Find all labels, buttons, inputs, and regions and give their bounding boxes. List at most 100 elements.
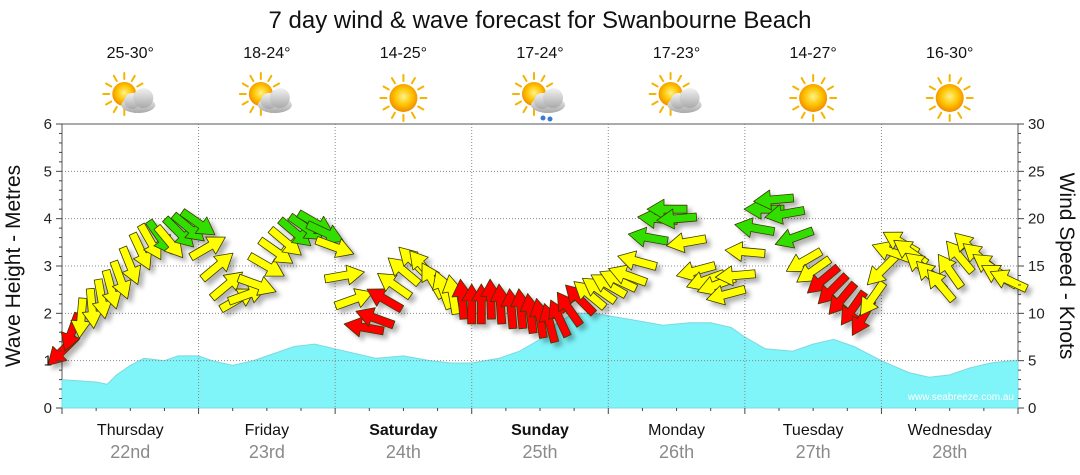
wind-arrow [136, 222, 162, 261]
sunny-icon [789, 74, 838, 122]
wind-arrow [128, 231, 152, 271]
temperature-label: 18-24° [243, 45, 290, 62]
wind-arrow [480, 278, 502, 320]
day-date-label: 22nd [110, 442, 150, 462]
wind-arrow [188, 236, 226, 261]
wind-arrow [705, 284, 747, 306]
wind-arrow [179, 208, 216, 236]
wind-arrow [343, 316, 385, 338]
wind-arrow [323, 264, 365, 286]
wind-arrow [314, 236, 355, 258]
right-tick-label: 30 [1028, 116, 1045, 133]
watermark: www.seabreeze.com.au [907, 392, 1014, 403]
sunny-icon [925, 74, 974, 122]
day-name-label: Friday [245, 422, 289, 439]
wind-arrow [764, 204, 806, 225]
wind-arrow [247, 252, 285, 277]
showers-icon [512, 72, 565, 122]
day-name-label: Thursday [97, 422, 164, 439]
wind-arrow [277, 216, 312, 247]
temperature-label: 25-30° [107, 45, 154, 62]
wind-arrow [840, 289, 868, 326]
wind-arrow [734, 217, 776, 238]
right-tick-label: 0 [1028, 400, 1036, 417]
wind-arrow [489, 283, 511, 325]
right-tick-label: 20 [1028, 211, 1045, 228]
day-date-label: 23rd [249, 442, 285, 462]
wind-arrow [666, 232, 707, 254]
left-tick-label: 1 [44, 353, 52, 370]
day-date-label: 26th [659, 442, 694, 462]
day-name-label: Tuesday [783, 422, 844, 439]
wind-arrow [556, 291, 584, 328]
plot-area: www.seabreeze.com.au [47, 123, 1029, 409]
wind-arrow [714, 265, 756, 287]
wind-arrow [608, 264, 648, 287]
wind-arrow [355, 307, 396, 330]
wind-arrow [828, 280, 859, 315]
wind-arrow [753, 189, 795, 211]
wind-arrow [946, 240, 976, 275]
left-tick-label: 3 [44, 258, 52, 275]
wind-arrow [866, 253, 899, 286]
wind-arrow [617, 250, 658, 271]
chart-title: 7 day wind & wave forecast for Swanbourn… [269, 7, 812, 34]
left-axis: 0 1 2 3 4 5 6 [44, 116, 62, 417]
wind-arrow [656, 208, 698, 230]
wind-arrow [118, 245, 142, 285]
wind-arrow [81, 287, 103, 329]
wind-arrow [101, 268, 123, 310]
wind-arrow [926, 269, 957, 304]
left-tick-label: 0 [44, 400, 52, 417]
wind-arrow [199, 252, 234, 283]
wind-arrow [91, 278, 113, 320]
day-date-label: 25th [522, 442, 557, 462]
wind-arrow [646, 198, 688, 220]
wind-arrow [387, 257, 422, 288]
wind-layer [47, 189, 1029, 366]
right-tick-label: 10 [1028, 305, 1045, 322]
x-axis: Thursday 22nd Friday 23rd Saturday 24th Sunday… [61, 408, 1019, 462]
wind-arrow [366, 288, 405, 313]
day-name-label: Sunday [511, 422, 569, 439]
wind-arrow [937, 253, 965, 290]
wind-arrow [236, 273, 277, 296]
day-date-label: 28th [932, 442, 967, 462]
left-tick-label: 5 [44, 163, 52, 180]
left-tick-label: 2 [44, 305, 52, 322]
wind-arrow [109, 259, 132, 300]
day-name-label: Saturday [369, 422, 438, 439]
left-axis-title: Wave Height - Metres [2, 165, 25, 367]
temperature-label: 17-24° [516, 45, 563, 62]
wind-arrow [817, 272, 850, 305]
weather-row: 25-30° 18-24° 14-25° 17-24° 17-23° 14-27° 16-3… [102, 45, 974, 122]
day-name-label: Monday [648, 422, 705, 439]
wind-arrow [590, 274, 629, 299]
day-date-label: 24th [386, 442, 421, 462]
right-axis: 0 5 10 15 20 25 30 [1018, 116, 1045, 417]
partly-cloudy-icon [102, 72, 156, 116]
wind-arrow [162, 215, 195, 248]
temperature-label: 16-30° [926, 45, 973, 62]
sunny-icon [379, 74, 428, 122]
day-name-label: Wednesday [908, 422, 992, 439]
right-tick-label: 5 [1028, 353, 1036, 370]
wind-arrow [860, 280, 888, 316]
wind-arrow [565, 284, 597, 317]
wind-arrow [70, 297, 92, 339]
right-axis-title: Wind Speed - Knots [1055, 173, 1078, 360]
wind-arrow [675, 261, 717, 282]
wind-arrow [377, 273, 413, 301]
wind-arrow [257, 236, 294, 264]
partly-cloudy-icon [238, 72, 292, 116]
partly-cloudy-icon [648, 72, 702, 116]
temperature-label: 17-23° [653, 45, 700, 62]
day-date-label: 27th [796, 442, 831, 462]
wind-arrow [774, 226, 815, 249]
wind-arrow [267, 225, 302, 256]
temperature-label: 14-25° [380, 45, 427, 62]
wind-arrow [627, 226, 669, 248]
right-tick-label: 15 [1028, 258, 1045, 275]
